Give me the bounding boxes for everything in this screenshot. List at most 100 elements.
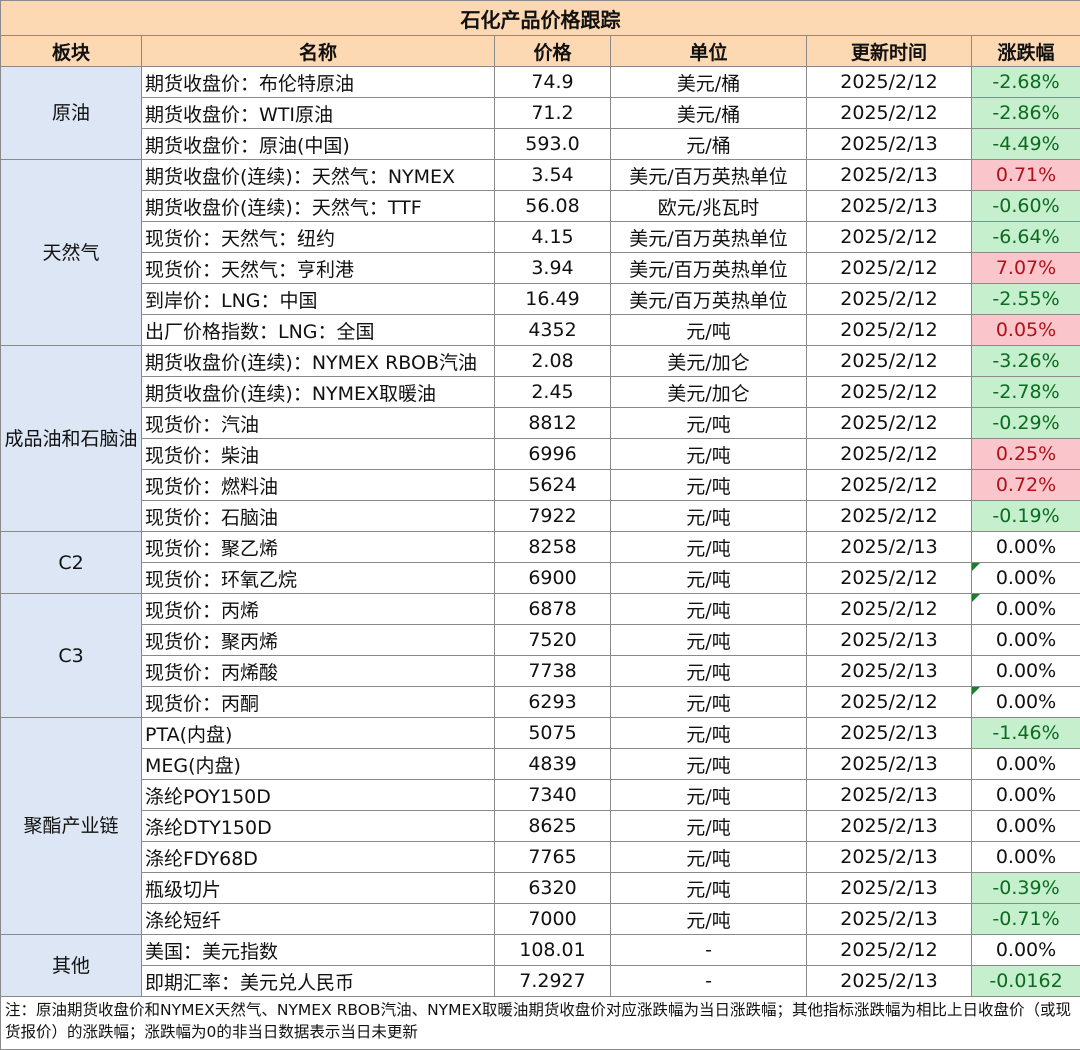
item-unit: 元/吨 (611, 532, 807, 563)
item-date: 2025/2/13 (807, 904, 972, 935)
item-unit: 元/吨 (611, 470, 807, 501)
item-date: 2025/2/12 (807, 439, 972, 470)
item-unit: 元/吨 (611, 873, 807, 904)
item-price: 8625 (495, 811, 611, 842)
table-title: 石化产品价格跟踪 (1, 1, 1080, 36)
item-name: 现货价：天然气：纽约 (142, 222, 495, 253)
item-date: 2025/2/12 (807, 98, 972, 129)
item-unit: 元/吨 (611, 656, 807, 687)
item-change: 0.05% (972, 315, 1080, 346)
item-unit: 元/吨 (611, 439, 807, 470)
item-price: 7520 (495, 625, 611, 656)
item-change: 0.00% (972, 811, 1080, 842)
sector-cell: 成品油和石脑油 (1, 346, 142, 532)
item-unit: 元/吨 (611, 811, 807, 842)
item-change: -2.78% (972, 377, 1080, 408)
item-unit: 元/桶 (611, 129, 807, 160)
item-name: 期货收盘价(连续)：天然气：TTF (142, 191, 495, 222)
item-date: 2025/2/12 (807, 470, 972, 501)
item-unit: 美元/百万英热单位 (611, 160, 807, 191)
item-price: 2.08 (495, 346, 611, 377)
header-name: 名称 (142, 36, 495, 67)
item-name: 现货价：丙酮 (142, 687, 495, 718)
item-unit: - (611, 935, 807, 966)
item-change: -0.0162 (972, 966, 1080, 997)
header-row: 板块 名称 价格 单位 更新时间 涨跌幅 (1, 36, 1080, 67)
item-change: -0.19% (972, 501, 1080, 532)
header-change: 涨跌幅 (972, 36, 1080, 67)
item-price: 6900 (495, 563, 611, 594)
item-name: 现货价：丙烯 (142, 594, 495, 625)
item-price: 7.2927 (495, 966, 611, 997)
item-name: 涤纶POY150D (142, 780, 495, 811)
item-unit: 元/吨 (611, 687, 807, 718)
item-price: 4352 (495, 315, 611, 346)
item-unit: 元/吨 (611, 749, 807, 780)
item-price: 6996 (495, 439, 611, 470)
item-price: 2.45 (495, 377, 611, 408)
item-name: 期货收盘价：WTI原油 (142, 98, 495, 129)
item-unit: 元/吨 (611, 594, 807, 625)
item-name: PTA(内盘) (142, 718, 495, 749)
item-unit: 元/吨 (611, 315, 807, 346)
item-name: 现货价：汽油 (142, 408, 495, 439)
item-price: 5624 (495, 470, 611, 501)
item-name: 现货价：聚乙烯 (142, 532, 495, 563)
sector-cell: 天然气 (1, 160, 142, 346)
item-change: -3.26% (972, 346, 1080, 377)
item-unit: 美元/加仑 (611, 346, 807, 377)
item-price: 6320 (495, 873, 611, 904)
item-change: 7.07% (972, 253, 1080, 284)
item-unit: 美元/桶 (611, 67, 807, 98)
item-date: 2025/2/13 (807, 160, 972, 191)
item-date: 2025/2/12 (807, 687, 972, 718)
item-price: 7765 (495, 842, 611, 873)
item-name: 现货价：天然气：亨利港 (142, 253, 495, 284)
item-price: 8812 (495, 408, 611, 439)
item-price: 7000 (495, 904, 611, 935)
item-price: 7738 (495, 656, 611, 687)
item-name: 瓶级切片 (142, 873, 495, 904)
item-change: 0.00% (972, 594, 1080, 625)
item-date: 2025/2/13 (807, 129, 972, 160)
item-date: 2025/2/12 (807, 408, 972, 439)
item-name: 期货收盘价(连续)：天然气：NYMEX (142, 160, 495, 191)
item-name: 涤纶短纤 (142, 904, 495, 935)
item-unit: 元/吨 (611, 842, 807, 873)
item-change: 0.00% (972, 842, 1080, 873)
item-change: 0.00% (972, 563, 1080, 594)
item-change: -1.46% (972, 718, 1080, 749)
item-name: 涤纶DTY150D (142, 811, 495, 842)
item-unit: 美元/百万英热单位 (611, 222, 807, 253)
item-name: 现货价：柴油 (142, 439, 495, 470)
item-name: 期货收盘价：布伦特原油 (142, 67, 495, 98)
item-price: 71.2 (495, 98, 611, 129)
sector-cell: C3 (1, 594, 142, 718)
header-price: 价格 (495, 36, 611, 67)
sector-cell: 其他 (1, 935, 142, 997)
item-price: 3.54 (495, 160, 611, 191)
item-date: 2025/2/12 (807, 501, 972, 532)
item-change: -4.49% (972, 129, 1080, 160)
item-unit: 美元/加仑 (611, 377, 807, 408)
item-date: 2025/2/12 (807, 935, 972, 966)
item-change: 0.72% (972, 470, 1080, 501)
